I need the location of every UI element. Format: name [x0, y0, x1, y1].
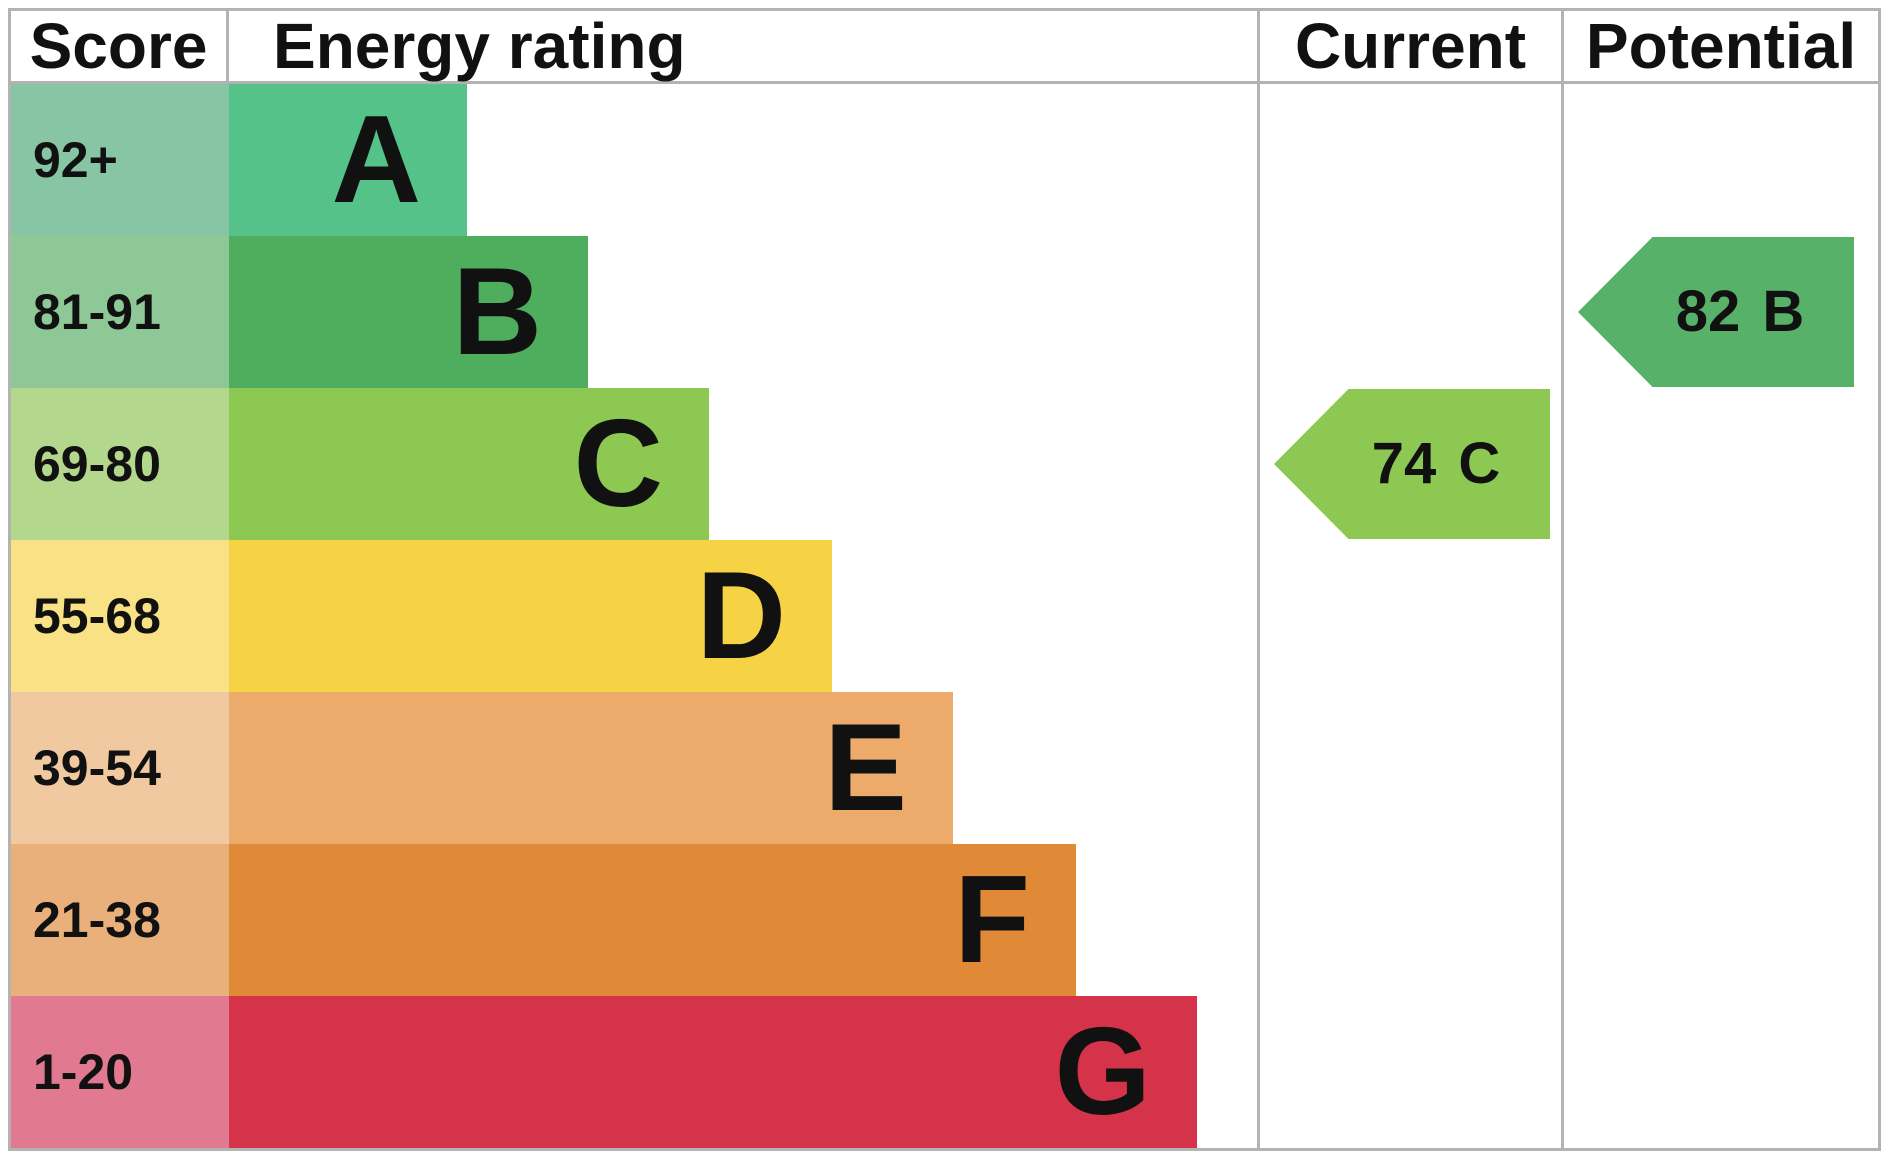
- current-header-label: Current: [1294, 10, 1527, 82]
- score-range-label: 92+: [33, 132, 118, 188]
- band-letter: A: [331, 91, 421, 229]
- potential-cell: 82 B: [1561, 236, 1878, 388]
- current-cell: 74 C: [1257, 388, 1561, 540]
- score-range-cell: 55-68: [11, 540, 229, 692]
- energy-rating-column-header: Energy rating: [229, 10, 1257, 84]
- score-range-cell: 69-80: [11, 388, 229, 540]
- score-range-label: 39-54: [33, 740, 161, 796]
- band-bar: D: [229, 540, 832, 692]
- score-range-label: 81-91: [33, 284, 161, 340]
- potential-column-header: Potential: [1561, 10, 1878, 84]
- rating-arrow-letter: C: [1458, 431, 1501, 496]
- current-column-header: Current: [1257, 10, 1561, 84]
- score-header-label: Score: [29, 10, 208, 82]
- score-range-label: 69-80: [33, 436, 161, 492]
- current-cell: [1257, 692, 1561, 844]
- band-bar: E: [229, 692, 953, 844]
- band-letter: E: [824, 699, 907, 837]
- epc-rating-chart: Score Energy rating Current Potential 92…: [8, 8, 1881, 1151]
- band-letter: G: [1054, 1003, 1151, 1141]
- energy-rating-cell: D: [229, 540, 1257, 692]
- band-bar: A: [229, 84, 467, 236]
- potential-cell: [1561, 84, 1878, 236]
- score-range-label: 1-20: [33, 1044, 134, 1100]
- energy-rating-cell: C: [229, 388, 1257, 540]
- current-cell: [1257, 236, 1561, 388]
- band-letter: D: [696, 547, 786, 685]
- band-bar: B: [229, 236, 588, 388]
- potential-cell: [1561, 388, 1878, 540]
- score-range-cell: 81-91: [11, 236, 229, 388]
- score-range-cell: 39-54: [11, 692, 229, 844]
- band-bar: C: [229, 388, 709, 540]
- band-letter: C: [573, 395, 663, 533]
- band-bar: G: [229, 996, 1197, 1148]
- energy-rating-cell: G: [229, 996, 1257, 1148]
- potential-cell: [1561, 996, 1878, 1148]
- rating-arrow-letter: B: [1762, 279, 1805, 344]
- energy-rating-header-label: Energy rating: [273, 10, 686, 82]
- band-letter: F: [954, 851, 1030, 989]
- score-range-cell: 92+: [11, 84, 229, 236]
- score-range-label: 55-68: [33, 588, 161, 644]
- score-range-label: 21-38: [33, 892, 161, 948]
- band-letter: B: [452, 243, 542, 381]
- potential-cell: [1561, 844, 1878, 996]
- energy-rating-cell: B: [229, 236, 1257, 388]
- score-range-cell: 21-38: [11, 844, 229, 996]
- score-column-header: Score: [11, 10, 229, 84]
- current-cell: [1257, 996, 1561, 1148]
- potential-header-label: Potential: [1585, 10, 1857, 82]
- potential-cell: [1561, 540, 1878, 692]
- current-rating-arrow: 74 C: [1274, 389, 1550, 539]
- energy-rating-cell: A: [229, 84, 1257, 236]
- potential-rating-arrow: 82 B: [1578, 237, 1854, 387]
- potential-cell: [1561, 692, 1878, 844]
- current-cell: [1257, 844, 1561, 996]
- rating-arrow-value: 82: [1675, 279, 1741, 344]
- score-range-cell: 1-20: [11, 996, 229, 1148]
- energy-rating-cell: F: [229, 844, 1257, 996]
- energy-rating-cell: E: [229, 692, 1257, 844]
- band-bar: F: [229, 844, 1076, 996]
- rating-arrow-value: 74: [1371, 431, 1437, 496]
- current-cell: [1257, 84, 1561, 236]
- current-cell: [1257, 540, 1561, 692]
